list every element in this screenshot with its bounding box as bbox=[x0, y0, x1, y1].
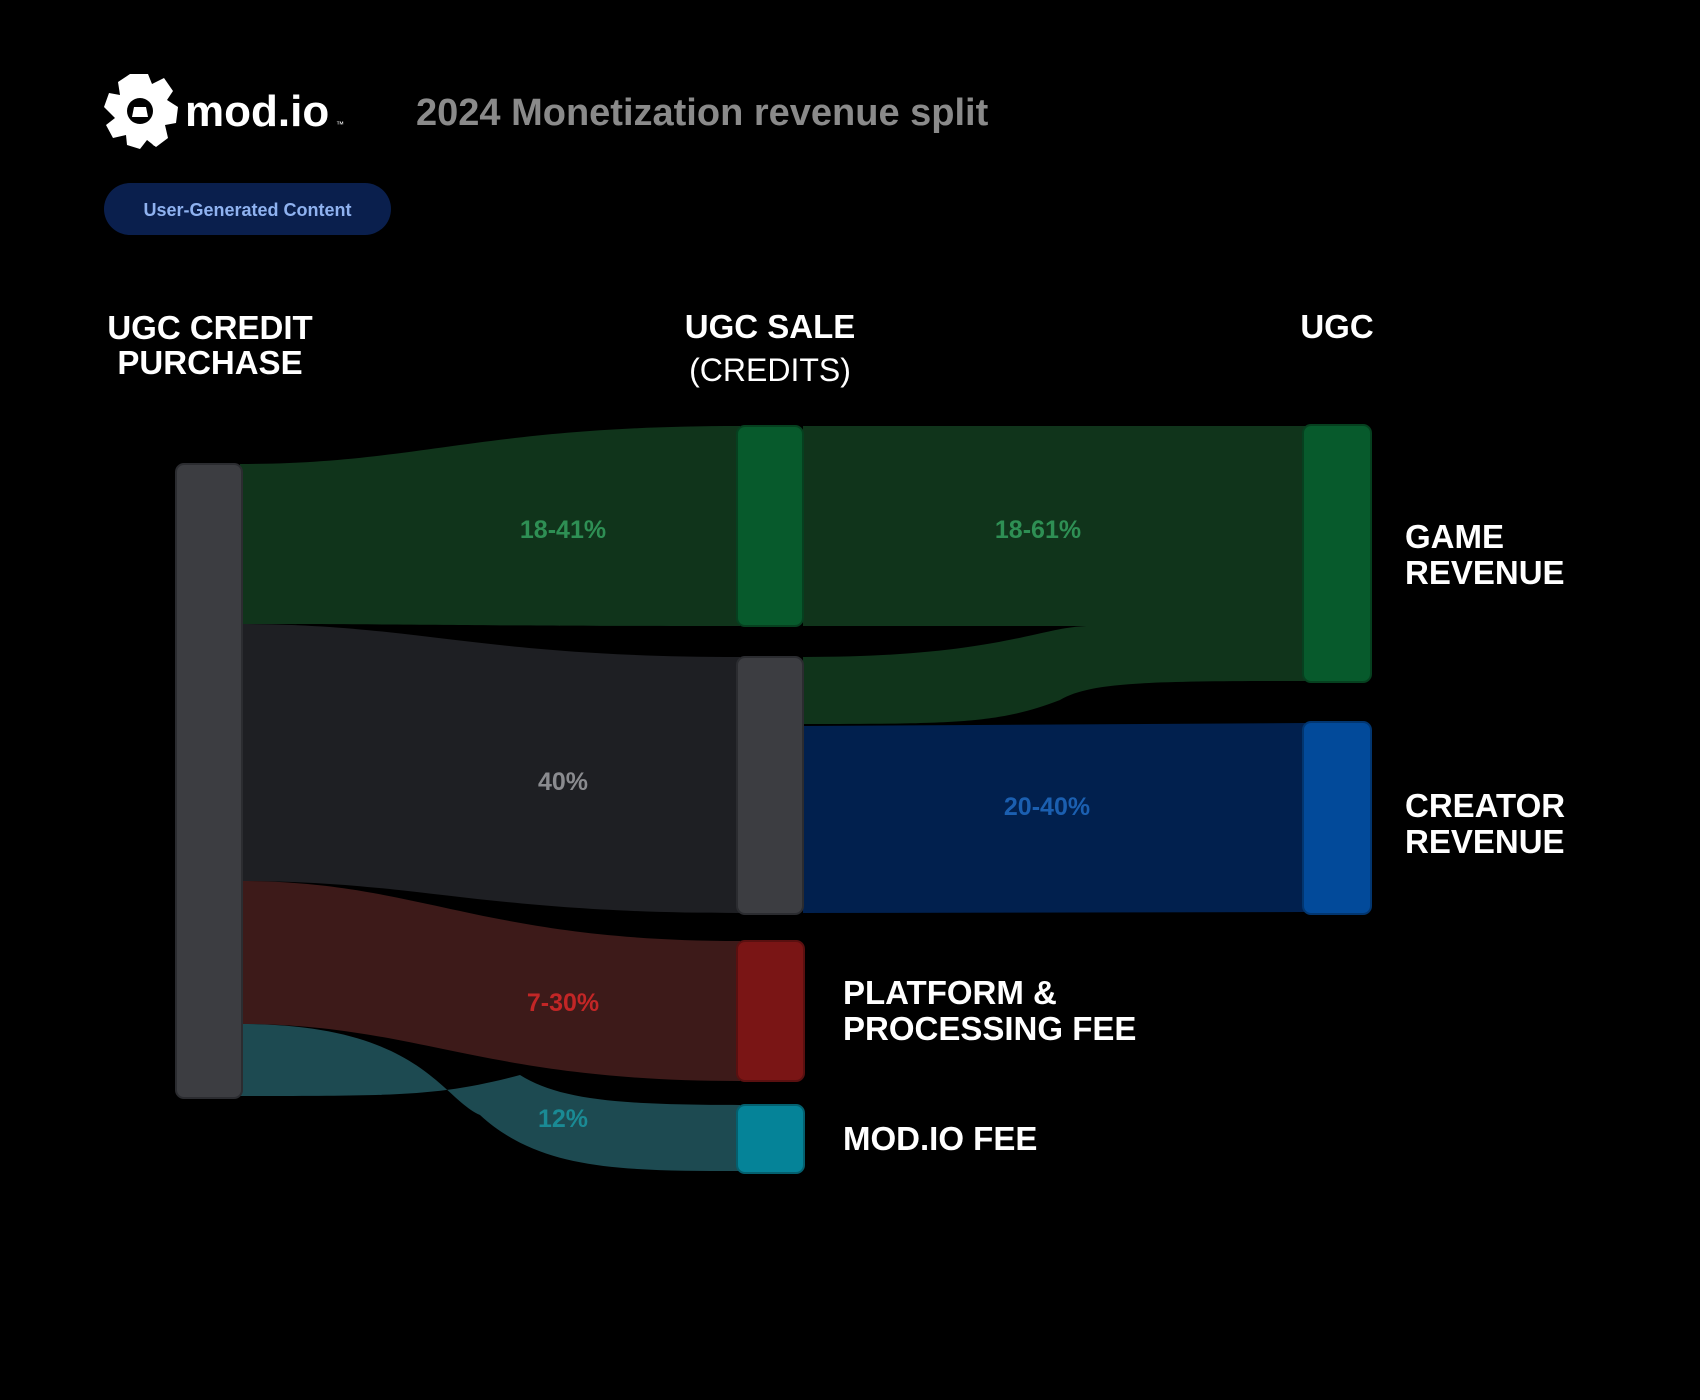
node-creator-revenue bbox=[1302, 721, 1372, 915]
node-platform-fee bbox=[736, 940, 805, 1082]
category-badge: User-Generated Content bbox=[104, 183, 391, 235]
label-platform-line2: PROCESSING FEE bbox=[843, 1010, 1136, 1047]
label-platform-line1: PLATFORM & bbox=[843, 974, 1057, 1011]
heading-middle-line2: (CREDITS) bbox=[689, 352, 851, 388]
label-game-line1: GAME bbox=[1405, 518, 1504, 555]
flow-purchase-to-platform bbox=[240, 881, 740, 1081]
value-label-rest-creator: 20-40% bbox=[1004, 793, 1090, 821]
heading-right: UGC bbox=[1300, 308, 1373, 345]
flow-purchase-to-modio bbox=[240, 1024, 740, 1171]
heading-source-line2: PURCHASE bbox=[117, 344, 302, 381]
modio-logo: mod.io ™ ® bbox=[104, 74, 344, 149]
brand-tm: ™ bbox=[336, 120, 344, 129]
node-ugc-sale-rest bbox=[736, 656, 804, 915]
brand-name: mod.io bbox=[185, 87, 329, 136]
node-credit-purchase bbox=[175, 463, 243, 1099]
heading-middle-line1: UGC SALE bbox=[685, 308, 856, 345]
gear-icon bbox=[104, 74, 178, 149]
node-modio-fee bbox=[736, 1104, 805, 1174]
value-label-purchase-rest: 40% bbox=[538, 768, 588, 796]
label-creator-line1: CREATOR bbox=[1405, 787, 1565, 824]
nodes bbox=[175, 424, 1372, 1174]
value-label-purchase-sale: 18-41% bbox=[520, 516, 606, 544]
label-game-line2: REVENUE bbox=[1405, 554, 1565, 591]
flow-sale-rest-to-creator bbox=[803, 723, 1305, 913]
page-title: 2024 Monetization revenue split bbox=[416, 92, 989, 134]
flows bbox=[240, 426, 1305, 1171]
node-ugc-sale bbox=[736, 425, 804, 627]
brand-reg: ® bbox=[152, 138, 159, 148]
flow-sale-to-game bbox=[803, 426, 1305, 626]
node-game-revenue bbox=[1302, 424, 1372, 683]
badge-label: User-Generated Content bbox=[143, 200, 351, 220]
value-label-purchase-modio: 12% bbox=[538, 1105, 588, 1133]
value-label-purchase-platform: 7-30% bbox=[527, 989, 599, 1017]
label-modio-fee: MOD.IO FEE bbox=[843, 1120, 1037, 1157]
heading-source-line1: UGC CREDIT bbox=[107, 309, 312, 346]
label-creator-line2: REVENUE bbox=[1405, 823, 1565, 860]
flow-purchase-to-sale-rest bbox=[240, 624, 740, 913]
flow-sale-rest-to-game bbox=[803, 626, 1305, 724]
flow-purchase-to-sale bbox=[240, 426, 740, 626]
value-label-sale-game: 18-61% bbox=[995, 516, 1081, 544]
